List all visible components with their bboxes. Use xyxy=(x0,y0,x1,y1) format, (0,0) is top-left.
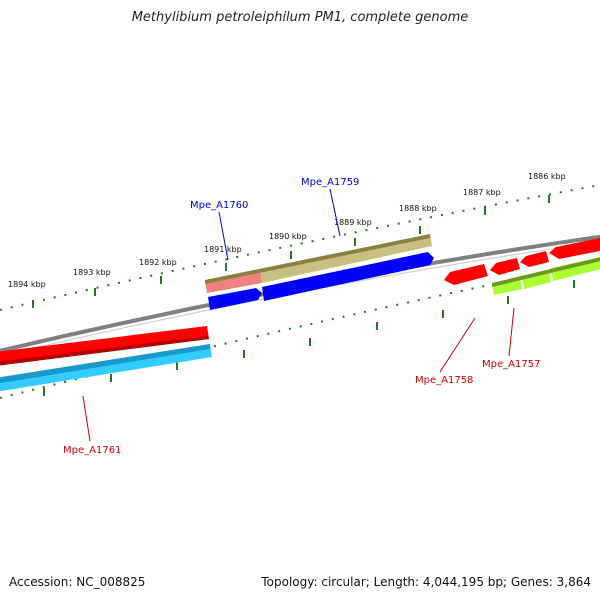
gene-bar-red-left-shade xyxy=(0,336,209,366)
upper-major-ticks xyxy=(32,195,550,308)
genome-backbone xyxy=(0,234,600,353)
tick-label: 1891 kbp xyxy=(204,245,242,254)
accession-text: Accession: NC_008825 xyxy=(9,575,146,589)
gene-arrow-red-1[interactable] xyxy=(444,264,488,285)
tick-label: 1886 kbp xyxy=(528,172,566,181)
gene-bar-pink[interactable] xyxy=(205,270,262,293)
gene-label-mpe-a1757[interactable]: Mpe_A1757 xyxy=(482,359,540,370)
tick-labels: 1894 kbp 1893 kbp 1892 kbp 1891 kbp 1890… xyxy=(8,172,566,289)
gene-bar-green-shade xyxy=(492,257,600,287)
lower-major-ticks xyxy=(43,280,575,396)
gene-arrow-red-2[interactable] xyxy=(490,258,520,275)
tick-label: 1890 kbp xyxy=(269,232,307,241)
tick-label: 1892 kbp xyxy=(139,258,177,267)
tick-label: 1894 kbp xyxy=(8,280,46,289)
tick-label: 1893 kbp xyxy=(73,268,111,277)
gene-label-mpe-a1758[interactable]: Mpe_A1758 xyxy=(415,375,473,386)
gene-bar-green-2[interactable] xyxy=(522,270,551,289)
gene-arrow-red-3[interactable] xyxy=(520,251,549,267)
gene-leader-lines xyxy=(82,188,515,442)
tick-label: 1889 kbp xyxy=(334,218,372,227)
gene-arrow-red-4[interactable] xyxy=(549,237,600,259)
tick-label: 1887 kbp xyxy=(463,188,501,197)
gene-label-mpe-a1761[interactable]: Mpe_A1761 xyxy=(63,445,121,456)
gene-bar-cyan-left-shade xyxy=(0,344,210,384)
gene-bar-olive-shade xyxy=(205,234,430,284)
genome-backbone-inner xyxy=(0,241,600,357)
topology-text: Topology: circular; Length: 4,044,195 bp… xyxy=(261,575,591,589)
gene-label-mpe-a1759[interactable]: Mpe_A1759 xyxy=(301,177,359,188)
tick-label: 1888 kbp xyxy=(399,204,437,213)
map-title: Methylibium petroleiphilum PM1, complete… xyxy=(131,10,469,25)
gene-arrow-blue-long[interactable] xyxy=(262,252,434,301)
gene-arrow-blue-short[interactable] xyxy=(208,288,262,310)
gene-label-mpe-a1760[interactable]: Mpe_A1760 xyxy=(190,200,248,211)
